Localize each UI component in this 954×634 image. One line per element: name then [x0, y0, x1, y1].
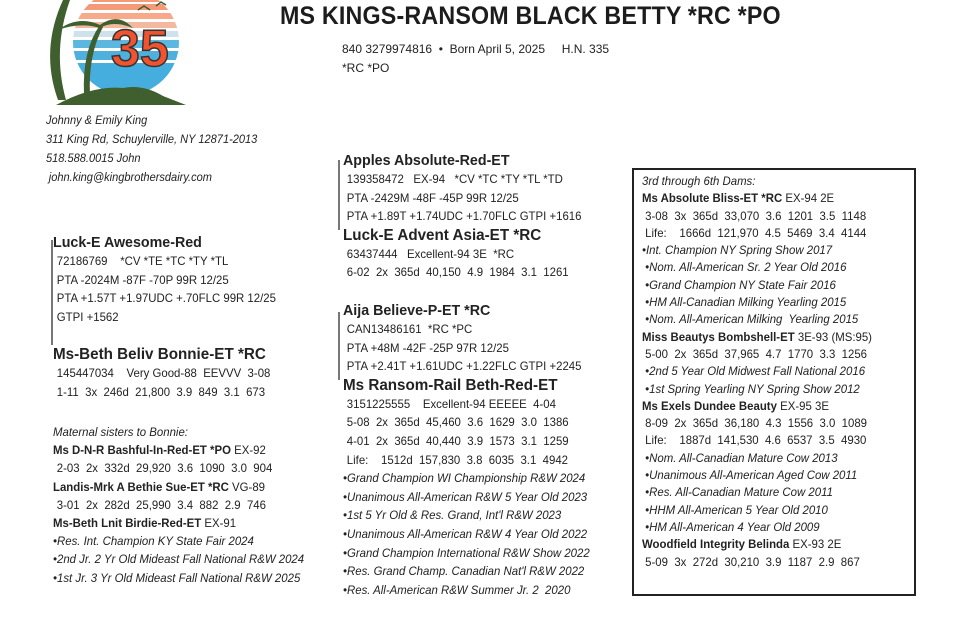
- granddam-award: •Unanimous All-American R&W 4 Year Old 2…: [343, 526, 588, 541]
- granddam-award: •Grand Champion International R&W Show 2…: [343, 545, 590, 560]
- granddam-award: •Res. Grand Champ. Canadian Nat'l R&W 20…: [343, 564, 585, 579]
- ancestor-score: EX-93 2E: [789, 537, 842, 552]
- sister-record: 2-03 2x 332d 29,920 3.6 1090 3.0 904: [56, 461, 273, 476]
- ancestor-record: 3-08 3x 365d 33,070 3.6 1201 3.5 1148: [642, 208, 867, 223]
- sister-score: VG-89: [228, 479, 265, 494]
- sisters-heading: Maternal sisters to Bonnie:: [53, 425, 188, 439]
- box-heading: 3rd through 6th Dams:: [642, 174, 756, 188]
- granddam-line: 4-01 2x 365d 40,440 3.9 1573 3.1 1259: [346, 433, 569, 448]
- sister-award: •2nd Jr. 2 Yr Old Mideast Fall National …: [53, 552, 305, 567]
- sister-score: EX-92: [230, 443, 266, 458]
- sister-record: 3-01 2x 282d 25,990 3.4 882 2.9 746: [56, 497, 266, 512]
- sire-dam-line: 6-02 2x 365d 40,150 4.9 1984 3.1 1261: [346, 265, 569, 280]
- pedigree-connector: [338, 160, 340, 230]
- dam-dam-sire-line: PTA +48M -42F -25P 97R 12/25: [346, 340, 509, 355]
- owner-names: Johnny & Emily King: [46, 113, 148, 127]
- dam-sire-line: 139358472 EX-94 *CV *TC *TY *TL *TD: [346, 172, 563, 186]
- ancestor-award: •1st Spring Yearling NY Spring Show 2012: [642, 381, 860, 396]
- ancestor-award: •Nom. All-American Milking Yearling 2015: [642, 312, 859, 327]
- sire-line: 72186769 *CV *TE *TC *TY *TL: [56, 254, 229, 268]
- dam-dam-sire-name: Aija Believe-P-ET *RC: [343, 302, 491, 319]
- dam-line: 145447034 Very Good-88 EEVVV 3-08: [56, 366, 271, 380]
- ancestor-name: Woodfield Integrity Belinda: [642, 537, 790, 552]
- ancestral-dams-list: 3rd through 6th Dams: Ms Absolute Bliss-…: [642, 173, 872, 571]
- registration-born-line: 840 3279974816 • Born April 5, 2025 H.N.…: [342, 42, 610, 56]
- animal-codes: *RC *PO: [342, 61, 390, 75]
- ancestor-award: •Res. All-Canadian Mature Cow 2011: [642, 485, 833, 500]
- granddam-award: •1st 5 Yr Old & Res. Grand, Int'l R&W 20…: [343, 508, 562, 523]
- sister-name: Landis-Mrk A Bethie Sue-ET *RC: [53, 479, 229, 494]
- ancestor-award: •Grand Champion NY State Fair 2016: [642, 277, 836, 292]
- sister-award: •1st Jr. 3 Yr Old Mideast Fall National …: [53, 570, 301, 585]
- owner-info: Johnny & Emily King 311 King Rd, Schuyle…: [46, 111, 257, 187]
- granddam-award: •Grand Champion WI Championship R&W 2024: [343, 471, 586, 486]
- sister-name: Ms D-N-R Bashful-In-Red-ET *PO: [53, 443, 231, 458]
- pedigree-connector: [338, 312, 340, 380]
- maternal-sisters: Maternal sisters to Bonnie: Ms D-N-R Bas…: [53, 423, 304, 587]
- sire-dam-line: 63437444 Excellent-94 3E *RC: [346, 246, 515, 261]
- ancestor-record: 5-09 3x 272d 30,210 3.9 1187 2.9 867: [642, 554, 860, 569]
- sire-line: GTPI +1562: [56, 309, 119, 324]
- ancestor-award: •HM All-Canadian Milking Yearling 2015: [642, 295, 847, 310]
- ancestor-award: •HM All-American 4 Year Old 2009: [642, 519, 820, 534]
- ancestor-award: •Unanimous All-American Aged Cow 2011: [642, 468, 858, 483]
- granddam-line: 3151225555 Excellent-94 EEEEE 4-04: [346, 396, 556, 411]
- sister-name: Ms-Beth Lnit Birdie-Red-ET: [53, 516, 202, 531]
- ancestor-award: •HHM All-American 5 Year Old 2010: [642, 502, 828, 517]
- ancestral-dams-box: 3rd through 6th Dams: Ms Absolute Bliss-…: [632, 168, 916, 596]
- granddam-line: Life: 1512d 157,830 3.8 6035 3.1 4942: [346, 452, 569, 467]
- dam-line: 1-11 3x 246d 21,800 3.9 849 3.1 673: [56, 384, 266, 399]
- ancestor-score: 3E-93 (MS:95): [794, 329, 872, 344]
- logo-number: 35: [111, 20, 169, 78]
- owner-phone: 518.588.0015 John: [46, 151, 141, 165]
- dam-name: Ms-Beth Beliv Bonnie-ET *RC: [53, 346, 266, 363]
- ancestor-award: •Nom. All-Canadian Mature Cow 2013: [642, 450, 838, 465]
- dam-block: Ms-Beth Beliv Bonnie-ET *RC 145447034 Ve…: [53, 345, 270, 401]
- dam-sire-line: PTA +1.89T +1.74UDC +1.70FLC GTPI +1616: [346, 209, 582, 224]
- ancestor-name: Ms Exels Dundee Beauty: [642, 398, 777, 413]
- pedigree-connector: [51, 240, 53, 345]
- ancestor-award: •Nom. All-American Sr. 2 Year Old 2016: [642, 260, 847, 275]
- ancestor-award: •Int. Champion NY Spring Show 2017: [642, 243, 833, 258]
- sire-block: Luck-E Awesome-Red 72186769 *CV *TE *TC …: [53, 233, 276, 326]
- dam-sire-line: PTA -2429M -48F -45P 99R 12/25: [346, 190, 519, 205]
- granddam-award: •Unanimous All-American R&W 5 Year Old 2…: [343, 489, 588, 504]
- owner-email[interactable]: john.king@kingbrothersdairy.com: [48, 170, 212, 184]
- ancestor-score: EX-94 2E: [782, 191, 835, 206]
- page-title: MS KINGS-RANSOM BLACK BETTY *RC *PO: [280, 2, 781, 30]
- granddam-name: Ms Ransom-Rail Beth-Red-ET: [343, 376, 558, 394]
- ancestor-name: Miss Beautys Bombshell-ET: [642, 329, 795, 344]
- dam-sire-name: Apples Absolute-Red-ET: [343, 152, 510, 169]
- sire-name: Luck-E Awesome-Red: [53, 234, 202, 251]
- sire-line: PTA -2024M -87F -70P 99R 12/25: [56, 272, 229, 287]
- granddam-line: 5-08 2x 365d 45,460 3.6 1629 3.0 1386: [346, 415, 569, 430]
- sire-dam-name: Luck-E Advent Asia-ET *RC: [343, 226, 542, 244]
- ancestor-record: 5-00 2x 365d 37,965 4.7 1770 3.3 1256: [642, 346, 868, 361]
- sister-score: EX-91: [201, 516, 237, 531]
- ancestor-score: EX-95 3E: [776, 398, 829, 413]
- ancestor-record: Life: 1666d 121,970 4.5 5469 3.4 4144: [642, 225, 867, 240]
- dam-dam-sire-line: PTA +2.41T +1.61UDC +1.22FLC GTPI +2245: [346, 359, 582, 374]
- granddam-block: Aija Believe-P-ET *RC CAN13486161 *RC *P…: [343, 301, 590, 599]
- animal-id-line: 840 3279974816 • Born April 5, 2025 H.N.…: [342, 40, 609, 78]
- ancestor-name: Ms Absolute Bliss-ET *RC: [642, 191, 783, 206]
- granddam-award: •Res. All-American R&W Summer Jr. 2 2020: [343, 582, 571, 597]
- sire-line: PTA +1.57T +1.97UDC +.70FLC 99R 12/25: [56, 291, 276, 306]
- sister-award: •Res. Int. Champion KY State Fair 2024: [53, 534, 254, 549]
- farm-logo: 35: [50, 0, 186, 105]
- dam-dam-sire-line: CAN13486161 *RC *PC: [346, 322, 473, 336]
- ancestor-award: •2nd 5 Year Old Midwest Fall National 20…: [642, 364, 866, 379]
- ancestor-record: Life: 1887d 141,530 4.6 6537 3.5 4930: [642, 433, 867, 448]
- ancestor-record: 8-09 2x 365d 36,180 4.3 1556 3.0 1089: [642, 416, 868, 431]
- dam-sire-block: Apples Absolute-Red-ET 139358472 EX-94 *…: [343, 151, 581, 282]
- owner-address: 311 King Rd, Schuylerville, NY 12871-201…: [46, 132, 258, 146]
